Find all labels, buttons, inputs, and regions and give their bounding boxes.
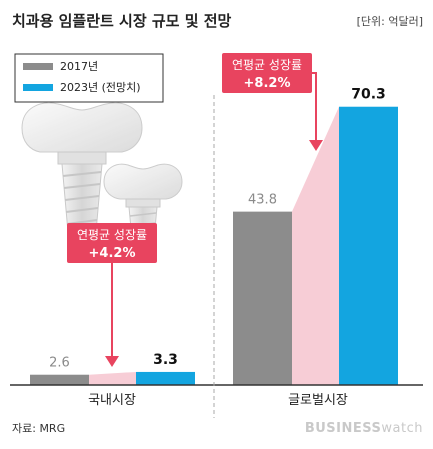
brand-logo-bold: BUSINESS <box>305 421 382 436</box>
chart-marks: 2.6 3.3 43.8 70.3 <box>30 87 398 386</box>
value-label-2017-global: 43.8 <box>248 193 277 208</box>
category-label-domestic: 국내시장 <box>88 393 136 408</box>
annotation-box-domestic <box>67 223 157 263</box>
brand-logo: BUSINESSwatch <box>305 421 423 436</box>
annotation-label-domestic: 연평균 성장률 <box>77 228 147 242</box>
bar-2017-global <box>233 211 292 385</box>
bar-2023-global <box>339 106 398 386</box>
legend-label-2017: 2017년 <box>60 60 98 73</box>
bar-2017-domestic <box>30 374 89 385</box>
bar-2023-domestic <box>136 371 195 385</box>
annotation-value-domestic: +4.2% <box>89 246 136 261</box>
source-note: 자료: MRG <box>12 422 65 435</box>
legend: 2017년 2023년 (전망치) <box>14 53 164 103</box>
legend-box <box>14 53 164 103</box>
annotation-label-global: 연평균 성장률 <box>232 58 302 72</box>
category-label-global: 글로벌시장 <box>288 393 348 408</box>
value-label-2023-domestic: 3.3 <box>153 352 178 368</box>
annotation-arrowhead-domestic <box>105 356 119 367</box>
chart-title: 치과용 임플란트 시장 규모 및 전망 <box>12 12 232 30</box>
legend-swatch-2023 <box>23 84 53 91</box>
annotation-value-global: +8.2% <box>244 76 291 91</box>
annotation-arrowhead-global <box>309 140 323 151</box>
growth-connector-domestic <box>89 371 136 385</box>
legend-label-2023: 2023년 (전망치) <box>60 81 141 94</box>
value-label-2017-domestic: 2.6 <box>49 356 70 371</box>
annotation-domestic: 연평균 성장률 +4.2% <box>67 223 157 367</box>
annotation-box-global <box>222 53 312 93</box>
growth-connector-global <box>292 106 339 386</box>
brand-logo-light: watch <box>381 421 423 436</box>
unit-label: [단위: 억달러] <box>357 15 423 28</box>
legend-swatch-2017 <box>23 63 53 70</box>
annotation-global: 연평균 성장률 +8.2% <box>222 53 323 151</box>
value-label-2023-global: 70.3 <box>351 87 386 103</box>
